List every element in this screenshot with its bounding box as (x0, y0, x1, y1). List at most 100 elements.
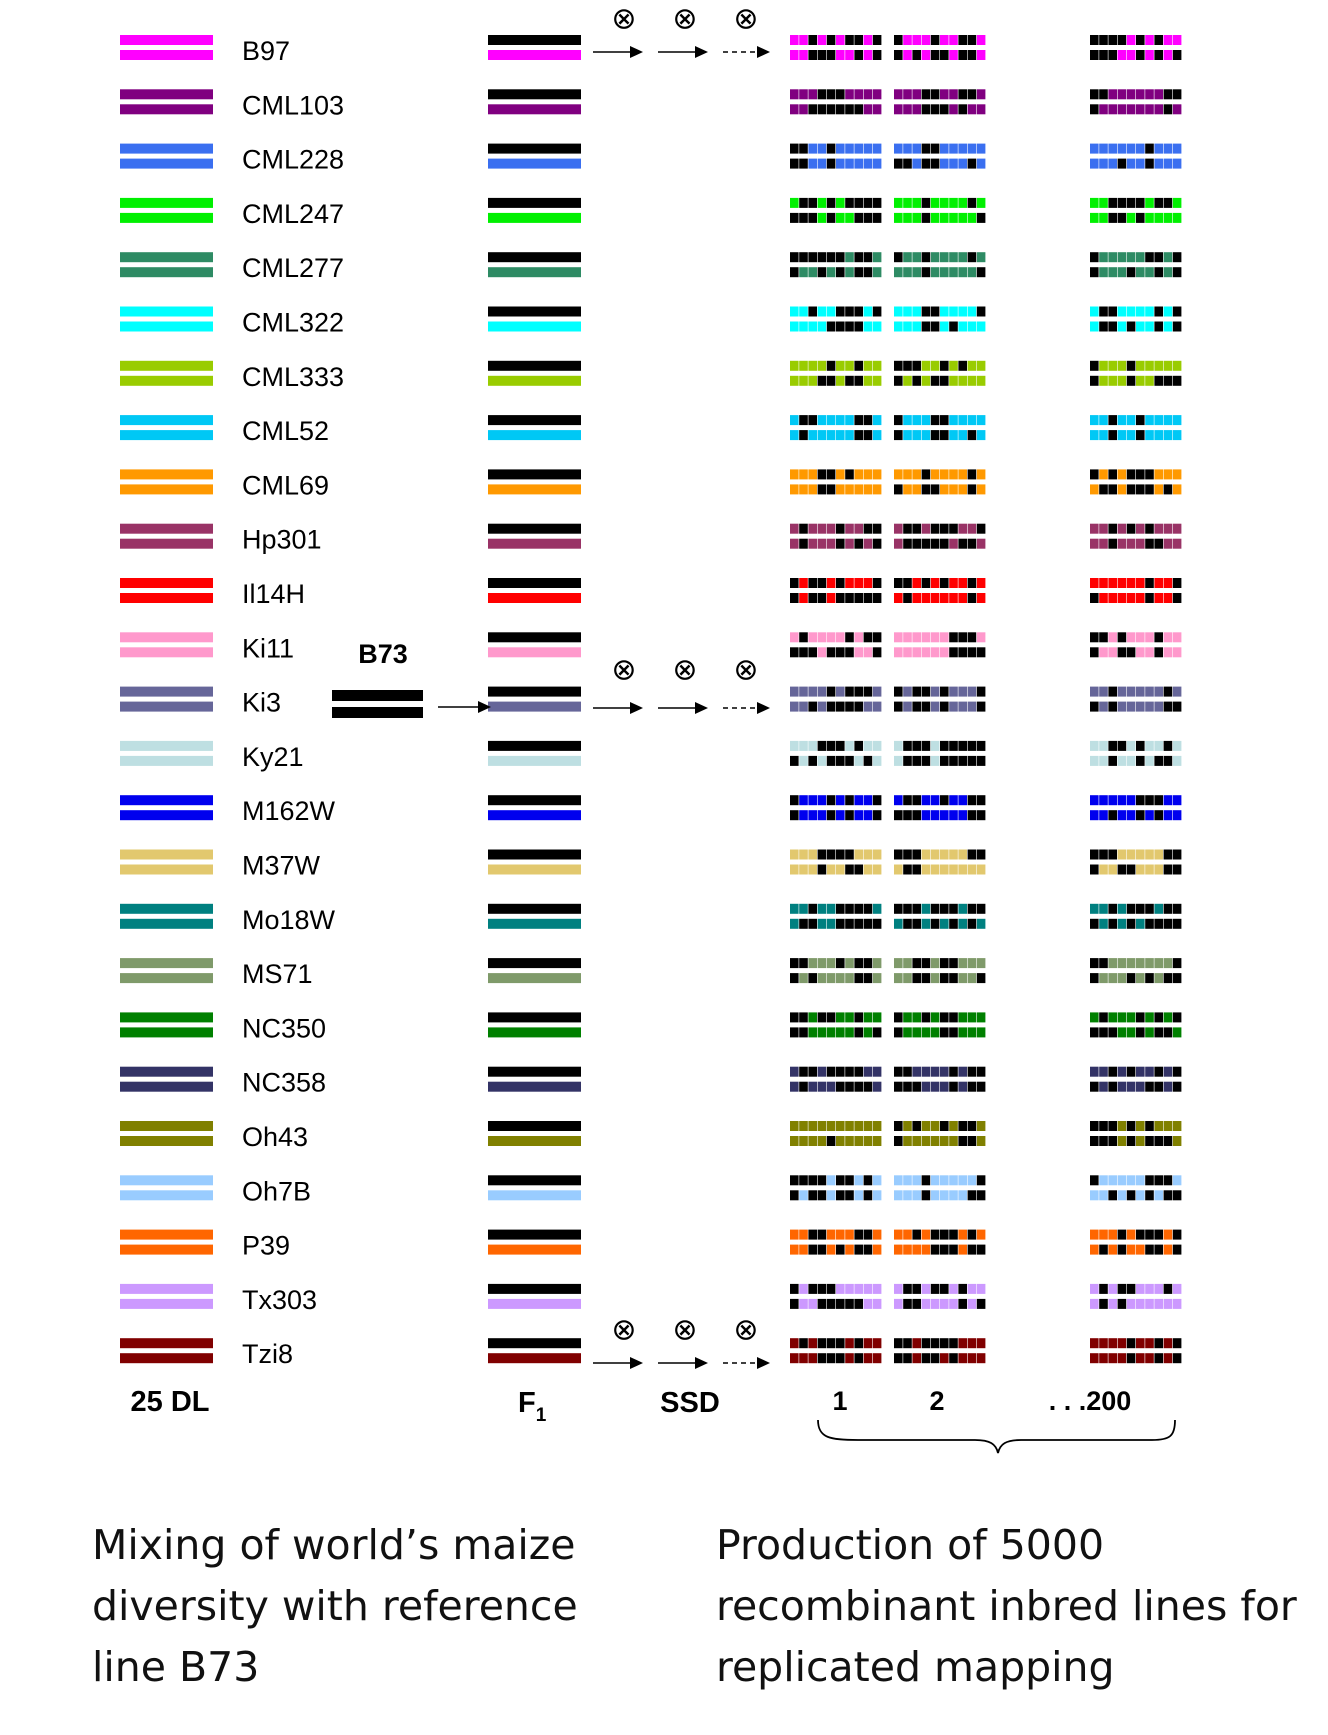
ril-1-09-strand-bottom-seg-6 (845, 538, 854, 549)
ril-2-24-strand-bottom-seg-5 (940, 1353, 949, 1364)
ril-1-20-strand-bottom-seg-2 (808, 1136, 817, 1146)
ril-1-14-strand-bottom-seg-9 (872, 810, 882, 821)
ril-200-08-strand-top-seg-5 (1136, 469, 1145, 480)
ril-200-09-strand-bottom-seg-3 (1117, 538, 1127, 549)
founder-08-strand-top (120, 469, 213, 480)
ril-200-15-strand-bottom-seg-5 (1136, 864, 1145, 875)
ril-2-12-strand-bottom-seg-8 (967, 701, 977, 712)
ril-200-03-strand-bottom-seg-6 (1145, 212, 1154, 223)
ril-1-10-strand-bottom-seg-7 (854, 593, 863, 603)
ril-200-09-strand-top-seg-3 (1117, 523, 1127, 534)
ril-200-23-strand-bottom-seg-7 (1154, 1298, 1163, 1309)
ril-1-13-strand-top-seg-9 (872, 740, 882, 751)
ril-2-15-strand-bottom-seg-2 (912, 864, 921, 875)
founder-02-name: CML228 (242, 145, 344, 175)
ril-1-22-strand-bottom-seg-6 (845, 1244, 854, 1255)
f1-09-founder-strand (488, 538, 581, 549)
ril-1-00-strand-bottom-seg-4 (826, 50, 836, 60)
ril-2-18-strand-top-seg-9 (976, 1012, 986, 1023)
ril-2-13-strand-bottom-seg-6 (949, 755, 958, 766)
ril-200-09-strand-top-seg-8 (1163, 523, 1173, 534)
ril-1-16-strand-top-seg-2 (808, 903, 817, 914)
ril-1-24-strand-bottom-seg-6 (845, 1353, 854, 1364)
ril-1-19-strand-bottom-seg-4 (826, 1081, 836, 1092)
ril-200-16-strand-bottom-seg-1 (1099, 918, 1108, 929)
ril-2-23-strand-bottom-seg-4 (930, 1298, 940, 1309)
ril-200-24-strand-top-seg-6 (1145, 1338, 1154, 1349)
ril-2-13-strand-top-seg-2 (912, 740, 921, 751)
founder-10-strand-top (120, 578, 213, 588)
ril-1-22-strand-top-seg-3 (817, 1229, 827, 1240)
ril-1-04-strand-bottom-seg-2 (808, 267, 817, 278)
ril-1-10-strand-bottom-seg-3 (817, 593, 827, 603)
ril-1-21-strand-bottom-seg-6 (845, 1190, 854, 1201)
ril-1-13-strand-bottom-seg-3 (817, 755, 827, 766)
ril-1-12-strand-bottom-seg-1 (799, 701, 808, 712)
ril-1-03-strand-top-seg-4 (826, 197, 836, 208)
ril-200-08-strand-top-seg-9 (1172, 469, 1182, 480)
ril-200-08-strand-bottom-seg-2 (1108, 484, 1117, 495)
ril-2-15-strand-top-seg-5 (940, 849, 949, 860)
ril-200-17-strand-bottom-seg-5 (1136, 973, 1145, 984)
ril-1-24-strand-top-seg-5 (836, 1338, 845, 1349)
ril-200-10-strand-top-seg-4 (1126, 578, 1136, 588)
ril-1-18-strand-top-seg-8 (863, 1012, 873, 1023)
ril-200-20-strand-top-seg-6 (1145, 1121, 1154, 1131)
ril-2-05-strand-top-seg-0 (894, 306, 903, 317)
ril-200-17-strand-top-seg-2 (1108, 958, 1117, 969)
ril-200-08-strand-top-seg-3 (1117, 469, 1127, 480)
ril-1-22-strand-bottom-seg-5 (836, 1244, 845, 1255)
ril-200-15-strand-top-seg-4 (1126, 849, 1136, 860)
ril-2-15-strand-top-seg-2 (912, 849, 921, 860)
ril-200-03-strand-top-seg-5 (1136, 197, 1145, 208)
ril-200-10-strand-top-seg-6 (1145, 578, 1154, 588)
f1-05-b73-strand (488, 306, 581, 317)
ril-2-16-strand-top-seg-1 (903, 903, 912, 914)
ril-2-21-strand-bottom-seg-5 (940, 1190, 949, 1201)
ril-1-05-strand-bottom-seg-0 (790, 321, 799, 332)
ril-200-01-strand-top-seg-1 (1099, 89, 1108, 100)
ril-200-08-strand-top-seg-6 (1145, 469, 1154, 480)
ril-1-20-strand-top-seg-0 (790, 1121, 799, 1131)
ril-2-19-strand-bottom-seg-2 (912, 1081, 921, 1092)
ril-200-19-strand-top-seg-1 (1099, 1066, 1108, 1077)
ril-2-03-strand-top-seg-2 (912, 197, 921, 208)
ril-1-22-strand-top-seg-9 (872, 1229, 882, 1240)
ril-1-04-strand-top-seg-7 (854, 252, 863, 263)
ril-1-21-strand-bottom-seg-2 (808, 1190, 817, 1201)
ril-1-00-strand-top-seg-9 (872, 35, 882, 45)
ril-200-02-strand-top-seg-4 (1126, 143, 1136, 154)
ril-200-22-strand-bottom-seg-1 (1099, 1244, 1108, 1255)
ril-2-21-strand-bottom-seg-9 (976, 1190, 986, 1201)
ril-200-18-strand-top-seg-9 (1172, 1012, 1182, 1023)
ril-1-14-strand-top-seg-2 (808, 795, 817, 806)
founder-16-strand-bottom (120, 918, 213, 929)
founder-19-name: NC358 (242, 1068, 326, 1098)
ril-200-22-strand-bottom-seg-6 (1145, 1244, 1154, 1255)
ril-1-10-strand-top-seg-6 (845, 578, 854, 588)
ril-1-09-strand-top-seg-6 (845, 523, 854, 534)
ril-200-22-strand-bottom-seg-9 (1172, 1244, 1182, 1255)
ril-200-09-strand-top-seg-4 (1126, 523, 1136, 534)
ril-200-13-strand-top-seg-0 (1090, 740, 1099, 751)
ril-200-03-strand-top-seg-4 (1126, 197, 1136, 208)
ril-200-19-strand-bottom-seg-4 (1126, 1081, 1136, 1092)
ril-1-16-strand-bottom-seg-0 (790, 918, 799, 929)
ril-1-22-strand-top-seg-7 (854, 1229, 863, 1240)
ril-200-10-strand-top-seg-2 (1108, 578, 1117, 588)
ril-200-22-strand-bottom-seg-4 (1126, 1244, 1136, 1255)
ril-2-21-strand-bottom-seg-8 (967, 1190, 977, 1201)
ril-2-22-strand-bottom-seg-9 (976, 1244, 986, 1255)
ril-200-06-strand-bottom-seg-0 (1090, 375, 1099, 386)
ril-1-14-strand-bottom-seg-2 (808, 810, 817, 821)
ril-2-02-strand-bottom-seg-9 (976, 158, 986, 169)
ril-2-23-strand-top-seg-1 (903, 1283, 912, 1294)
ril-200-10-strand-bottom-seg-4 (1126, 593, 1136, 603)
ril-200-10-strand-bottom-seg-8 (1163, 593, 1173, 603)
ril-200-13-strand-bottom-seg-6 (1145, 755, 1154, 766)
ril-2-22-strand-top-seg-5 (940, 1229, 949, 1240)
ril-2-20-strand-top-seg-1 (903, 1121, 912, 1131)
ril-200-08-strand-bottom-seg-0 (1090, 484, 1099, 495)
ril-1-22-strand-top-seg-8 (863, 1229, 873, 1240)
ril-2-16-strand-top-seg-0 (894, 903, 903, 914)
